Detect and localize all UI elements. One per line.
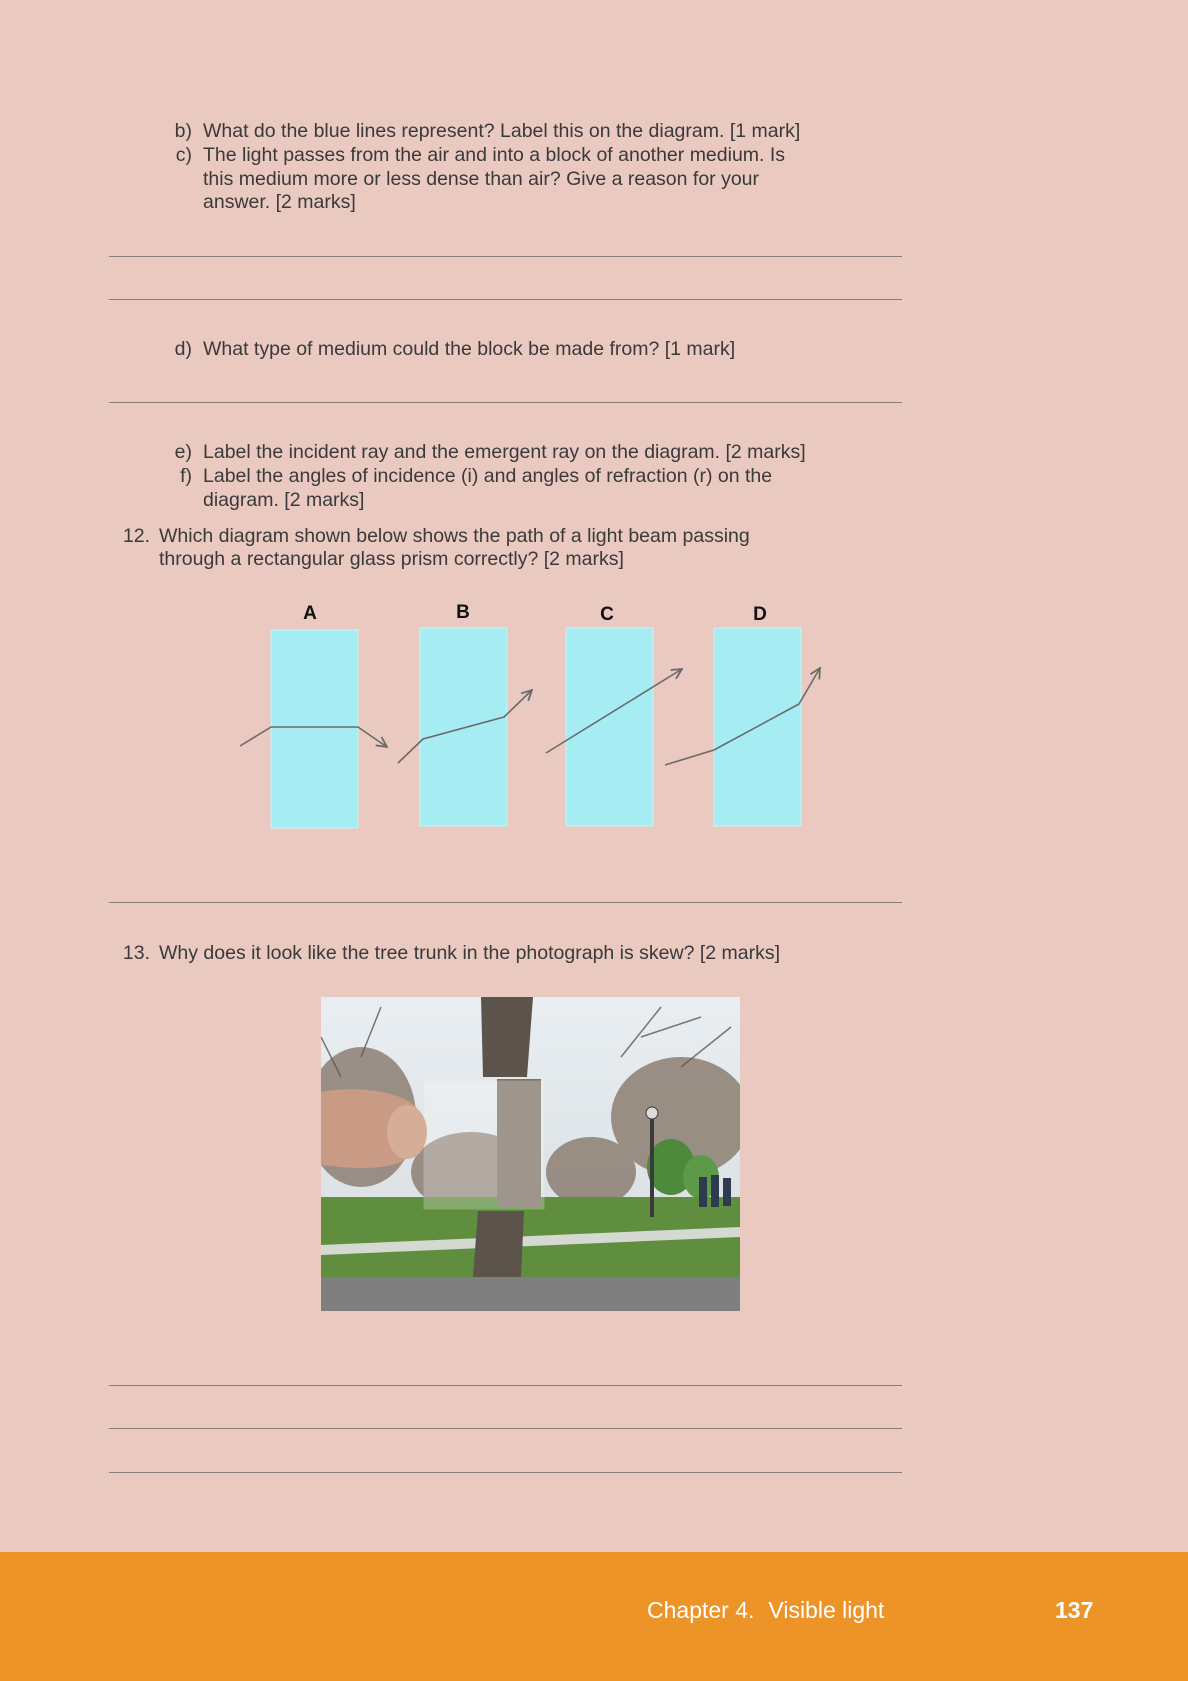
glass-block-a: [270, 629, 359, 829]
answer-line[interactable]: [109, 902, 902, 903]
question-number: 12.: [122, 525, 150, 547]
tree-trunk-photo: [321, 997, 740, 1311]
question-text: What type of medium could the block be m…: [203, 338, 736, 360]
ray-d: [664, 668, 820, 766]
answer-line[interactable]: [109, 1385, 902, 1386]
question-label: b): [174, 120, 192, 142]
question-text: this medium more or less dense than air?…: [203, 168, 760, 190]
question-text: Which diagram shown below shows the path…: [159, 525, 750, 547]
answer-line[interactable]: [109, 256, 902, 257]
answer-line[interactable]: [109, 402, 902, 403]
chapter-title: Chapter 4. Visible light: [647, 1597, 884, 1624]
diagram-label-c: C: [600, 604, 614, 625]
question-label: c): [175, 144, 192, 166]
question-text: answer. [2 marks]: [203, 191, 356, 213]
question-text: through a rectangular glass prism correc…: [159, 548, 624, 570]
question-text: diagram. [2 marks]: [203, 489, 365, 511]
glass-block-c: [565, 627, 654, 827]
glass-block-b: [419, 627, 508, 827]
chapter-name: Visible light: [768, 1597, 885, 1623]
ray-b: [397, 690, 532, 764]
question-text: What do the blue lines represent? Label …: [203, 120, 801, 142]
ray-c: [545, 669, 682, 754]
diagram-label-d: D: [753, 604, 767, 625]
question-text: Label the angles of incidence (i) and an…: [203, 465, 773, 487]
answer-line[interactable]: [109, 1472, 902, 1473]
answer-line[interactable]: [109, 1428, 902, 1429]
question-number: 13.: [122, 942, 150, 964]
question-text: The light passes from the air and into a…: [203, 144, 786, 166]
diagram-label-b: B: [456, 602, 470, 623]
page-number: 137: [1055, 1597, 1094, 1623]
question-label: e): [174, 441, 192, 463]
answer-line[interactable]: [109, 299, 902, 300]
ray-a: [239, 726, 387, 747]
question-text: Label the incident ray and the emergent …: [203, 441, 806, 463]
question-label: f): [180, 465, 192, 487]
question-text: Why does it look like the tree trunk in …: [159, 942, 781, 964]
page-footer: [0, 1552, 1188, 1681]
question-label: d): [174, 338, 192, 360]
chapter-number: Chapter 4.: [647, 1597, 755, 1623]
diagram-label-a: A: [303, 603, 317, 624]
refraction-diagram: A B C D: [239, 602, 830, 829]
